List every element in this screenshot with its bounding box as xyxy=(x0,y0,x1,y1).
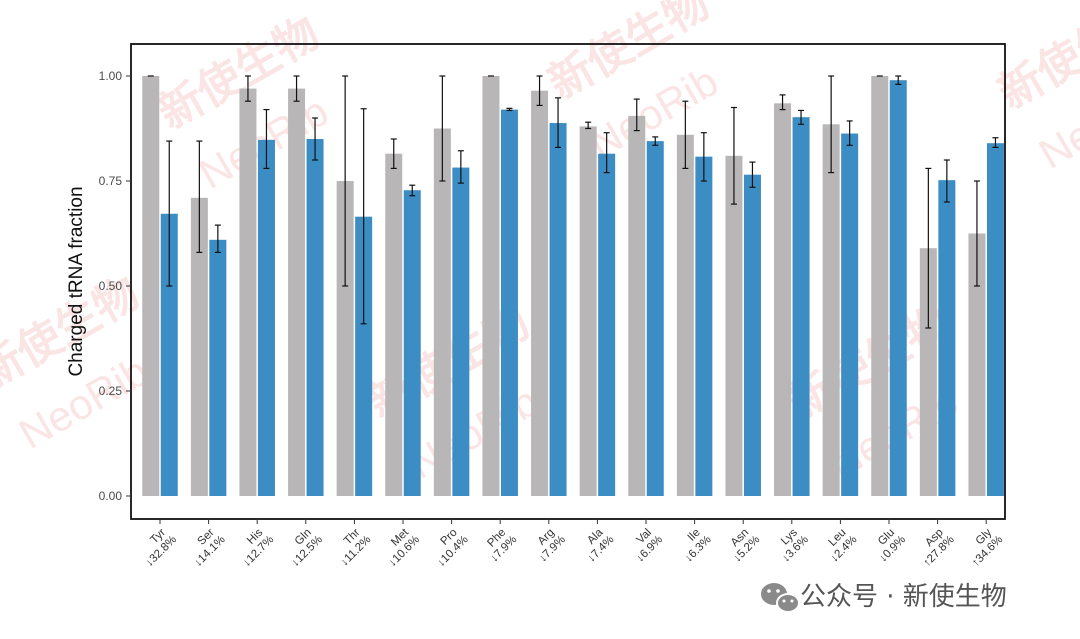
bar-gray xyxy=(725,155,743,497)
y-tick-label: 0.00 xyxy=(99,489,123,503)
bar-gray xyxy=(433,128,451,496)
bar-gray xyxy=(774,103,792,497)
bar-blue xyxy=(160,213,178,496)
bar-gray xyxy=(239,88,257,496)
bars-layer xyxy=(142,75,1004,497)
bar-gray xyxy=(968,233,986,496)
y-tick-label: 0.25 xyxy=(99,384,123,398)
brand-text: 公众号 · 新使生物 xyxy=(800,582,1007,612)
y-tick-label: 1.00 xyxy=(99,69,123,83)
bar-blue xyxy=(355,216,373,496)
bar-gray xyxy=(579,126,597,497)
bar-blue xyxy=(403,190,421,497)
bar-gray xyxy=(871,76,889,496)
y-tick-label: 0.75 xyxy=(99,174,123,188)
bar-blue xyxy=(695,156,713,496)
bar-gray xyxy=(628,115,646,497)
bar-blue xyxy=(841,133,859,497)
bar-blue xyxy=(452,167,470,496)
bar-blue xyxy=(646,141,664,496)
bar-blue xyxy=(986,143,1004,496)
bar-gray xyxy=(822,124,840,497)
bar-blue xyxy=(549,123,567,496)
bar-blue xyxy=(743,174,761,496)
bar-blue xyxy=(792,117,810,496)
bar-blue xyxy=(306,139,324,496)
bar-blue xyxy=(257,139,275,496)
y-tick-label: 0.50 xyxy=(99,279,123,293)
watermark-cn: 新使生物 xyxy=(990,0,1080,120)
bar-blue xyxy=(598,153,616,496)
wechat-icon xyxy=(761,583,800,613)
bar-gray xyxy=(190,197,208,497)
bar-blue xyxy=(209,239,227,497)
bar-gray xyxy=(142,76,160,496)
bar-gray xyxy=(385,153,403,496)
bar-blue xyxy=(500,109,518,496)
plot-frame xyxy=(130,43,1006,520)
bar-gray xyxy=(336,181,354,496)
brand-mark: 公众号 · 新使生物 xyxy=(761,582,1007,613)
bar-gray xyxy=(531,90,549,496)
bar-gray xyxy=(676,134,694,497)
bar-blue xyxy=(938,180,956,496)
bar-gray xyxy=(919,248,937,496)
bar-blue xyxy=(889,80,907,496)
bar-gray xyxy=(288,88,306,496)
bar-gray xyxy=(482,76,500,496)
y-axis-title: Charged tRNA fraction xyxy=(66,186,87,376)
